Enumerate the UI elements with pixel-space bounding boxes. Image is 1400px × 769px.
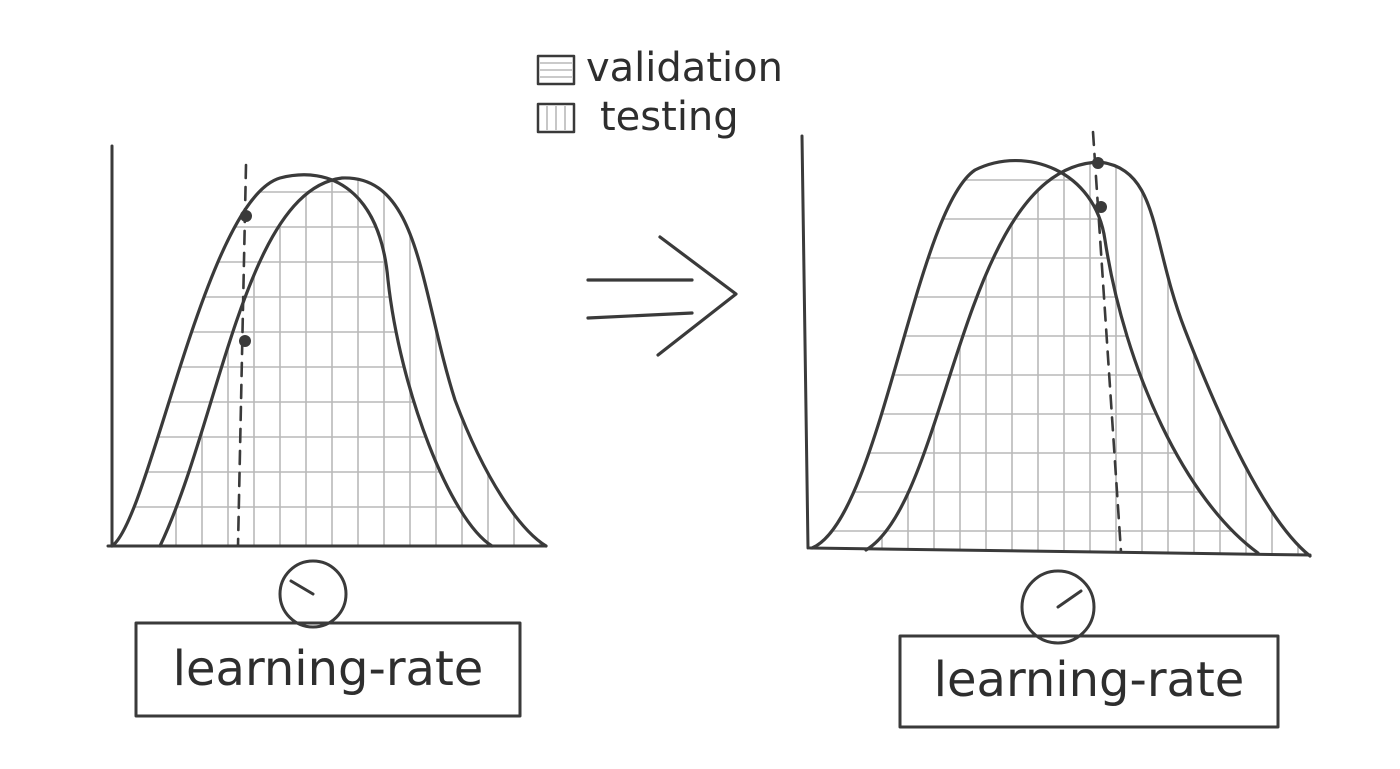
testing-curve-after bbox=[864, 160, 1312, 558]
testing-swatch bbox=[536, 102, 576, 134]
selected-lr-marker-before bbox=[236, 163, 248, 548]
validation-swatch bbox=[536, 54, 576, 86]
testing-point-before bbox=[239, 335, 251, 347]
validation-point-after bbox=[1092, 157, 1104, 169]
legend-item-validation: validation bbox=[536, 45, 783, 91]
legend-item-testing: testing bbox=[536, 94, 739, 140]
testing-point-after bbox=[1095, 201, 1107, 213]
knob-label-box-after bbox=[898, 634, 1280, 729]
validation-curve-before bbox=[110, 173, 494, 548]
panel-after: learning-rate bbox=[800, 130, 1312, 729]
validation-point-before bbox=[240, 210, 252, 222]
knob-label-before: learning-rate bbox=[173, 641, 484, 697]
legend-label-testing: testing bbox=[600, 94, 739, 140]
y-axis-after bbox=[800, 134, 810, 550]
learning-rate-knob-before: learning-rate bbox=[134, 559, 522, 718]
implies-arrow-icon bbox=[586, 235, 738, 357]
selected-lr-marker-after bbox=[1091, 130, 1123, 554]
validation-hatch-after bbox=[812, 179, 1258, 532]
validation-curve-after bbox=[810, 158, 1260, 555]
validation-hatch-before bbox=[112, 191, 492, 508]
legend: validation testing bbox=[536, 45, 783, 140]
knob-label-after: learning-rate bbox=[934, 652, 1245, 708]
testing-hatch-before bbox=[175, 177, 541, 546]
dial-icon bbox=[278, 559, 348, 629]
learning-rate-knob-after: learning-rate bbox=[898, 569, 1280, 729]
panel-before: learning-rate bbox=[106, 144, 548, 718]
dial-icon bbox=[1020, 569, 1096, 645]
legend-label-validation: validation bbox=[586, 45, 783, 91]
knob-label-box-before bbox=[134, 621, 522, 718]
x-axis-after bbox=[808, 546, 1312, 557]
testing-curve-before bbox=[158, 176, 548, 548]
